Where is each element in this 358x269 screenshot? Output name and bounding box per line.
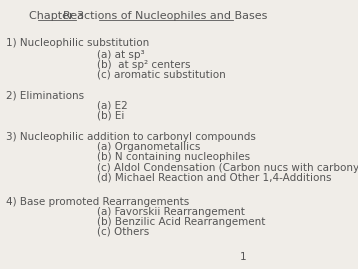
Text: 4) Base promoted Rearrangements: 4) Base promoted Rearrangements — [6, 197, 190, 207]
Text: (a) Organometallics: (a) Organometallics — [97, 142, 201, 152]
Text: (a) Favorskii Rearrangement: (a) Favorskii Rearrangement — [97, 207, 245, 217]
Text: 2) Eliminations: 2) Eliminations — [6, 91, 84, 101]
Text: (c) aromatic substitution: (c) aromatic substitution — [97, 70, 226, 80]
Text: 1: 1 — [240, 252, 246, 262]
Text: (a) at sp³: (a) at sp³ — [97, 50, 145, 60]
Text: 1) Nucleophilic substitution: 1) Nucleophilic substitution — [6, 38, 150, 48]
Text: Reactions of Nucleophiles and Bases: Reactions of Nucleophiles and Bases — [63, 11, 268, 21]
Text: 3) Nucleophilic addition to carbonyl compounds: 3) Nucleophilic addition to carbonyl com… — [6, 132, 256, 142]
Text: (c) Others: (c) Others — [97, 227, 150, 237]
Text: (d) Michael Reaction and Other 1,4-Additions: (d) Michael Reaction and Other 1,4-Addit… — [97, 173, 332, 183]
Text: (b) Benzilic Acid Rearrangement: (b) Benzilic Acid Rearrangement — [97, 217, 266, 227]
Text: (a) E2: (a) E2 — [97, 100, 128, 110]
Text: (b)  at sp² centers: (b) at sp² centers — [97, 60, 191, 70]
Text: (b) N containing nucleophiles: (b) N containing nucleophiles — [97, 153, 251, 162]
Text: (c) Aldol Condensation (Carbon nucs with carbonyls): (c) Aldol Condensation (Carbon nucs with… — [97, 162, 358, 172]
Text: (b) Ei: (b) Ei — [97, 110, 125, 120]
Text: Chapter 3: Chapter 3 — [29, 11, 84, 21]
